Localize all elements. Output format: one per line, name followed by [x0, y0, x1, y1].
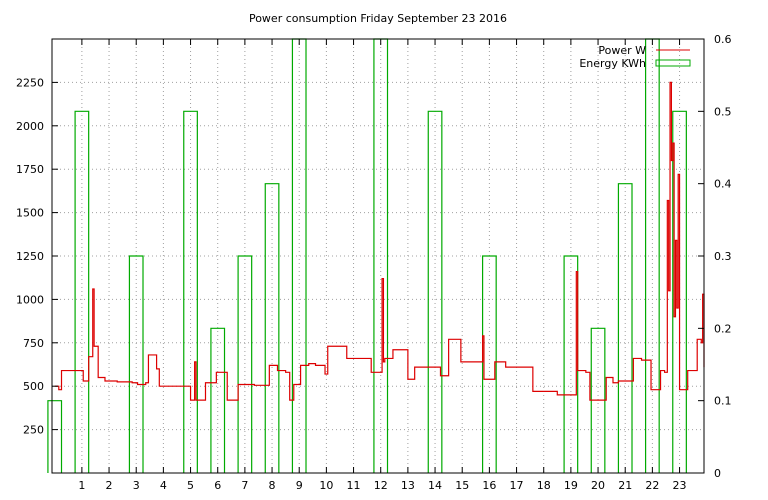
energy-bar: [74, 110, 90, 473]
power-line: [54, 81, 705, 401]
y2-tick-label: 0.4: [714, 178, 732, 191]
x-tick-label: 10: [319, 479, 333, 492]
power-series: [54, 81, 705, 401]
energy-bar: [183, 110, 198, 473]
x-tick-label: 23: [673, 479, 687, 492]
legend: Power W Energy KWh: [579, 44, 691, 70]
energy-bar: [237, 255, 253, 473]
y-tick-label: 2250: [16, 76, 44, 89]
x-tick-label: 3: [133, 479, 140, 492]
x-tick-label: 2: [106, 479, 113, 492]
x-tick-label: 21: [618, 479, 632, 492]
energy-bar: [481, 255, 497, 473]
y-tick-label: 1250: [16, 250, 44, 263]
y-tick-label: 250: [23, 424, 44, 437]
x-tick-label: 16: [482, 479, 496, 492]
x-tick-label: 14: [428, 479, 442, 492]
x-tick-label: 20: [591, 479, 605, 492]
energy-bar: [264, 183, 280, 473]
x-tick-label: 9: [296, 479, 303, 492]
plot-area-border: [51, 38, 705, 474]
energy-bar: [47, 400, 63, 473]
x-tick-label: 12: [374, 479, 388, 492]
legend-energy-label: Energy KWh: [579, 57, 646, 70]
energy-bar: [563, 255, 579, 473]
x-tick-label: 7: [241, 479, 248, 492]
y-tick-label: 1500: [16, 207, 44, 220]
legend-energy-swatch: [655, 59, 691, 67]
y-tick-label: 1000: [16, 293, 44, 306]
x-tick-label: 17: [510, 479, 524, 492]
y-tick-label: 500: [23, 380, 44, 393]
x-tick-label: 6: [214, 479, 221, 492]
y2-tick-label: 0.6: [714, 33, 732, 46]
x-tick-label: 4: [160, 479, 167, 492]
energy-series: [47, 38, 687, 473]
y2-tick-label: 0.3: [714, 250, 732, 263]
energy-bar: [128, 255, 144, 473]
x-tick-label: 13: [401, 479, 415, 492]
y-tick-label: 1750: [16, 163, 44, 176]
y2-tick-label: 0.1: [714, 395, 732, 408]
y2-tick-label: 0.2: [714, 322, 732, 335]
energy-bar: [210, 327, 226, 473]
energy-bar: [427, 110, 443, 473]
y2-tick-label: 0.5: [714, 105, 732, 118]
y2-tick-label: 0: [714, 467, 721, 480]
y-tick-label: 750: [23, 337, 44, 350]
x-tick-label: 19: [564, 479, 578, 492]
energy-bar: [617, 183, 633, 473]
y-tick-label: 2000: [16, 120, 44, 133]
x-tick-label: 8: [269, 479, 276, 492]
x-tick-label: 5: [187, 479, 194, 492]
x-tick-label: 22: [645, 479, 659, 492]
x-tick-label: 1: [78, 479, 85, 492]
x-tick-label: 18: [537, 479, 551, 492]
axis-ticks: 1 2 3 4 5 6 7 8 9 10 11 12 13 14 15 16 17 18 19 20 21 22 23250…: [16, 33, 732, 492]
grid: [52, 39, 704, 473]
x-tick-label: 11: [347, 479, 361, 492]
energy-bar: [672, 110, 687, 473]
chart-title: Power consumption Friday September 23 20…: [249, 12, 507, 25]
x-tick-label: 15: [455, 479, 469, 492]
legend-power-label: Power W: [598, 44, 646, 57]
